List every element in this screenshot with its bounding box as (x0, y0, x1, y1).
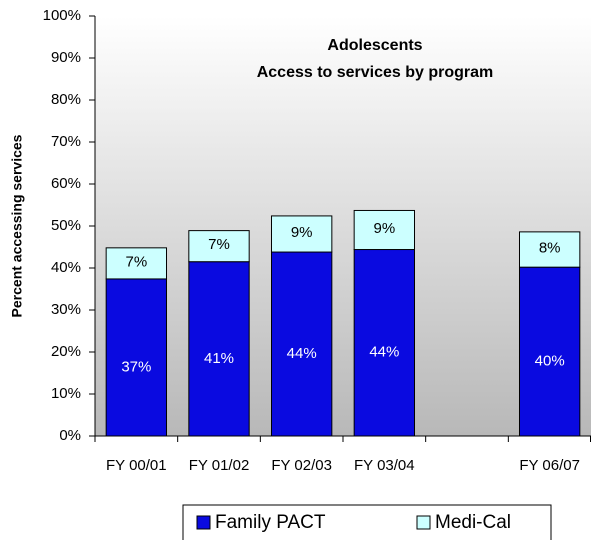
legend (182, 504, 552, 540)
y-tick-label: 20% (51, 343, 81, 360)
value-label: 44% (287, 345, 317, 362)
y-tick-label: 0% (59, 427, 81, 444)
bar-segment (518, 231, 581, 268)
bar-segment (105, 278, 168, 437)
bar-segment (270, 215, 333, 253)
bar-segment (105, 247, 168, 280)
value-label: 9% (373, 220, 395, 237)
value-label: 8% (539, 239, 561, 256)
y-tick-label: 30% (51, 301, 81, 318)
value-label: 41% (204, 350, 234, 367)
y-tick-label: 90% (51, 49, 81, 66)
legend-label: Medi-Cal (435, 512, 511, 533)
legend-swatch (416, 515, 431, 530)
chart-subtitle: Access to services by program (257, 64, 494, 81)
value-label: 7% (125, 253, 147, 270)
y-tick-label: 40% (51, 259, 81, 276)
bar-segment (353, 249, 416, 437)
value-label: 9% (291, 224, 313, 241)
plot-area (95, 16, 591, 436)
bar-segment (188, 230, 250, 263)
x-tick-label: FY 02/03 (271, 457, 332, 474)
bar-segment (518, 266, 581, 437)
y-tick-label: 50% (51, 217, 81, 234)
y-tick-label: 80% (51, 91, 81, 108)
legend-swatch (196, 515, 211, 530)
y-tick-label: 10% (51, 385, 81, 402)
value-label: 44% (369, 344, 399, 361)
x-tick-label: FY 01/02 (189, 457, 250, 474)
value-label: 37% (121, 358, 151, 375)
y-tick-label: 60% (51, 175, 81, 192)
bar-segment (353, 209, 416, 251)
chart-title: Adolescents (327, 37, 422, 54)
y-tick-label: 70% (51, 133, 81, 150)
value-label: 7% (208, 236, 230, 253)
value-label: 40% (535, 353, 565, 370)
x-tick-label: FY 06/07 (519, 457, 580, 474)
bar-segment (188, 261, 250, 437)
x-tick-label: FY 00/01 (106, 457, 167, 474)
bar-segment (270, 251, 333, 437)
legend-label: Family PACT (215, 512, 326, 533)
y-tick-label: 100% (43, 7, 81, 24)
x-tick-label: FY 03/04 (354, 457, 415, 474)
y-axis-label: Percent accessing services (9, 134, 25, 317)
